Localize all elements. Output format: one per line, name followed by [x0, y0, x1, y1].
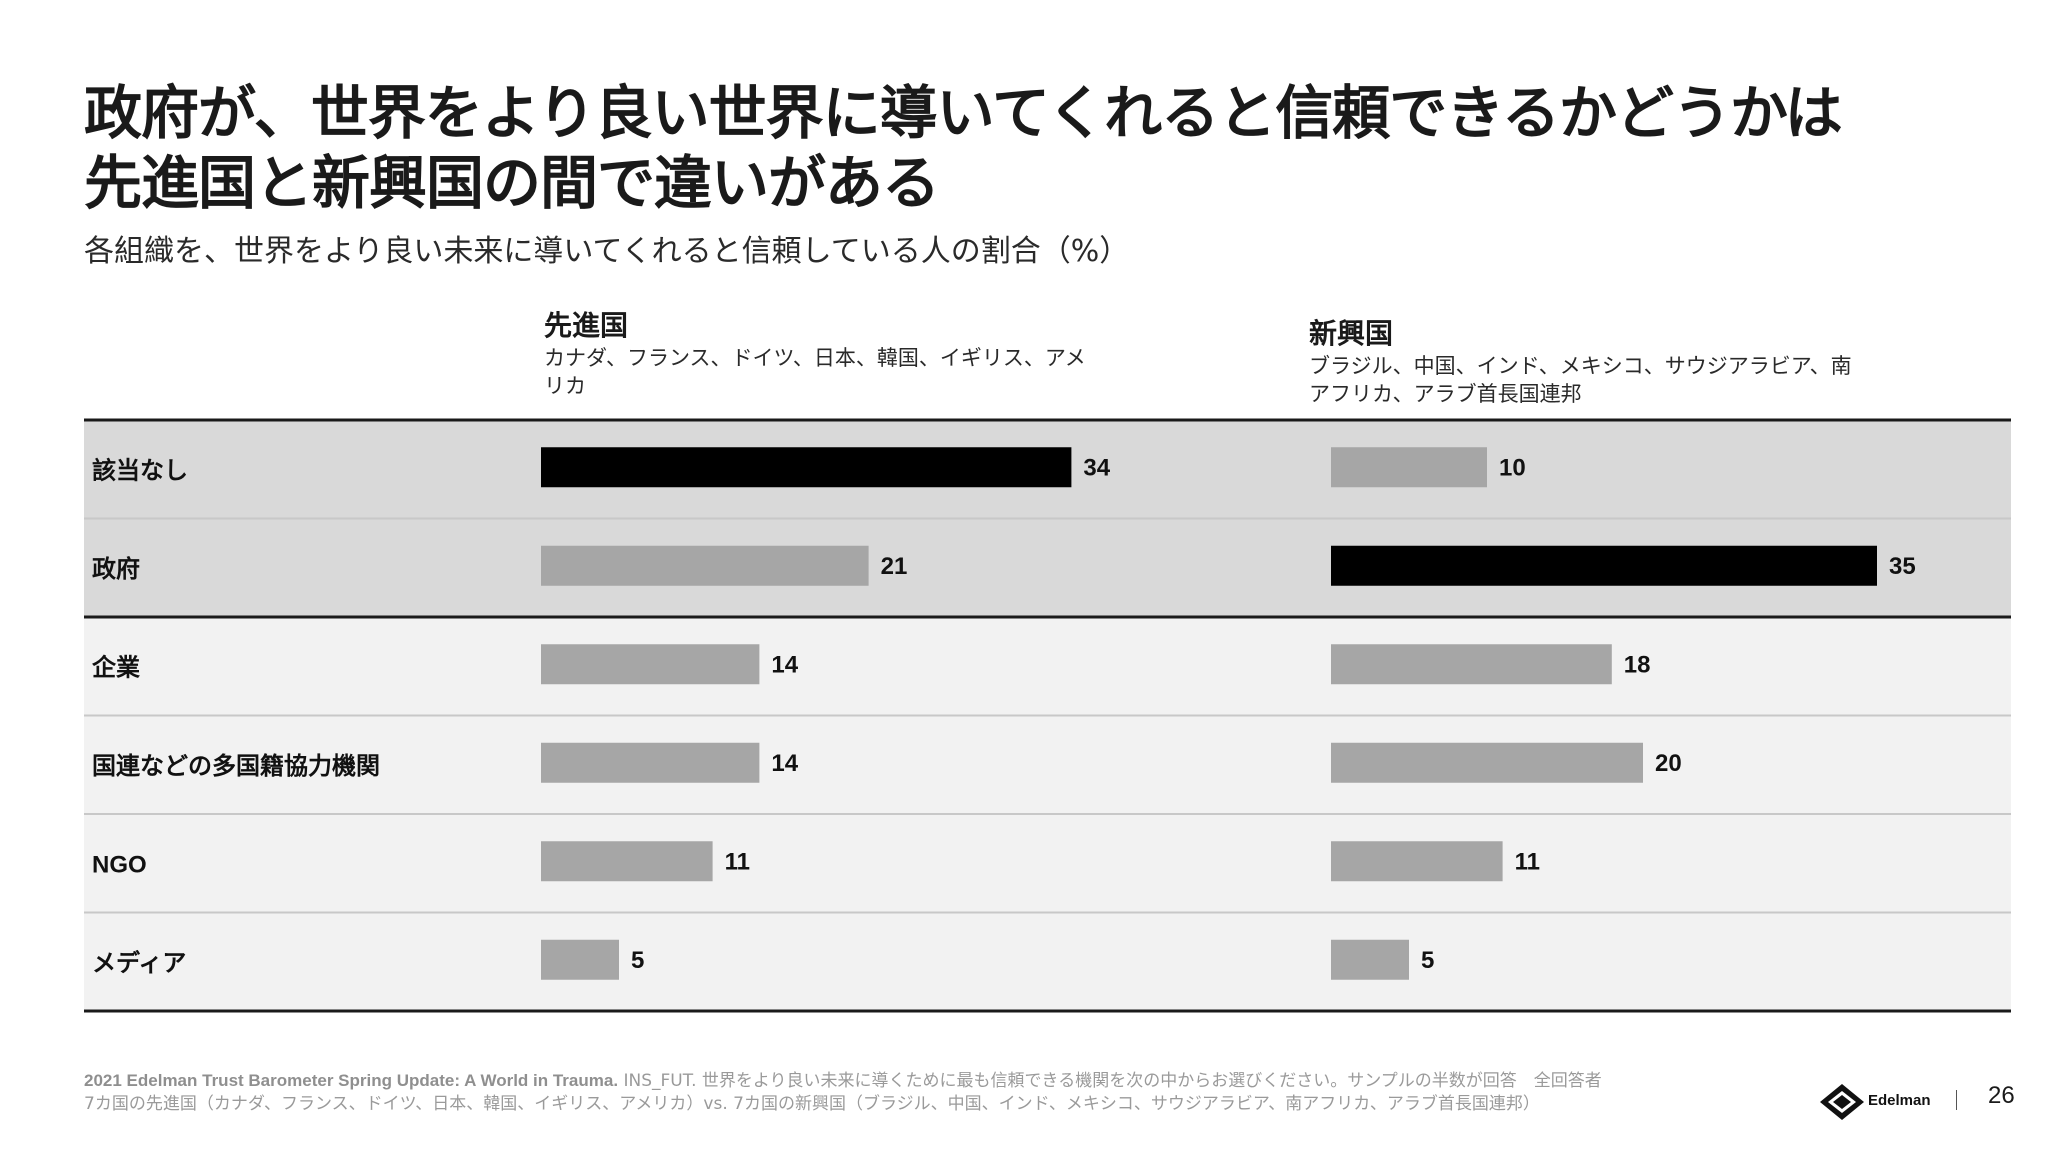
row-band: [84, 912, 2011, 1011]
value-label: 20: [1655, 750, 1682, 777]
bar: [541, 447, 1072, 488]
developed-column-header: 先進国 カナダ、フランス、ドイツ、日本、韓国、イギリス、アメリカ: [544, 308, 1104, 400]
value-label: 10: [1499, 454, 1526, 481]
bar: [1331, 939, 1409, 980]
value-label: 21: [881, 553, 908, 580]
value-label: 14: [771, 750, 798, 777]
value-label: 11: [725, 848, 750, 875]
value-label: 14: [771, 651, 798, 678]
footer-divider: [1956, 1090, 1957, 1110]
page-title-line2: 先進国と新興国の間で違いがある: [84, 149, 940, 217]
row-band: [84, 715, 2011, 814]
bar: [1331, 545, 1877, 586]
bar: [541, 742, 760, 783]
row-band: [84, 617, 2011, 716]
page-number: 26: [1988, 1082, 2015, 1109]
bar: [541, 545, 869, 586]
footnote: 2021 Edelman Trust Barometer Spring Upda…: [84, 1069, 1724, 1116]
edelman-logo: Edelman: [1820, 1080, 1940, 1120]
footnote-source: 2021 Edelman Trust Barometer Spring Upda…: [84, 1071, 619, 1090]
category-label: メディア: [92, 949, 186, 977]
emerging-column-countries: ブラジル、中国、インド、メキシコ、サウジアラビア、南アフリカ、アラブ首長国連邦: [1309, 354, 1852, 406]
value-label: 34: [1083, 454, 1110, 481]
category-label: NGO: [92, 851, 147, 878]
chart-subtitle: 各組織を、世界をより良い未来に導いてくれると信頼している人の割合（%）: [84, 234, 1130, 269]
value-label: 5: [631, 947, 644, 974]
bar: [541, 939, 619, 980]
developed-column-countries: カナダ、フランス、ドイツ、日本、韓国、イギリス、アメリカ: [544, 346, 1086, 398]
bar: [1331, 644, 1612, 685]
value-label: 18: [1624, 651, 1651, 678]
value-label: 5: [1421, 947, 1434, 974]
bar: [541, 841, 713, 882]
value-label: 35: [1889, 553, 1916, 580]
emerging-column-title: 新興国: [1309, 317, 1394, 350]
bar: [541, 644, 760, 685]
row-band: [84, 814, 2011, 913]
page-title-line1: 政府が、世界をより良い世界に導いてくれると信頼できるかどうかは: [84, 79, 1843, 147]
bar: [1331, 447, 1487, 488]
edelman-logo-word: Edelman: [1868, 1091, 1931, 1109]
category-label: 企業: [92, 653, 140, 681]
footnote-question: INS_FUT. 世界をより良い未来に導くために最も信頼できる機関を次の中からお…: [618, 1071, 1602, 1091]
footnote-line1: 2021 Edelman Trust Barometer Spring Upda…: [84, 1069, 1724, 1093]
category-label: 該当なし: [92, 456, 188, 484]
value-label: 11: [1515, 848, 1540, 875]
page-title: 政府が、世界をより良い世界に導いてくれると信頼できるかどうかは 先進国と新興国の…: [84, 78, 1843, 218]
developed-column-title: 先進国: [544, 309, 629, 342]
bar: [1331, 742, 1643, 783]
edelman-logo-icon: [1820, 1084, 1864, 1120]
emerging-column-header: 新興国 ブラジル、中国、インド、メキシコ、サウジアラビア、南アフリカ、アラブ首長…: [1309, 316, 1869, 408]
footnote-line2: 7カ国の先進国（カナダ、フランス、ドイツ、日本、韓国、イギリス、アメリカ）vs.…: [84, 1094, 1540, 1114]
category-label: 国連などの多国籍協力機関: [92, 752, 380, 780]
bar: [1331, 841, 1503, 882]
category-label: 政府: [92, 555, 140, 583]
